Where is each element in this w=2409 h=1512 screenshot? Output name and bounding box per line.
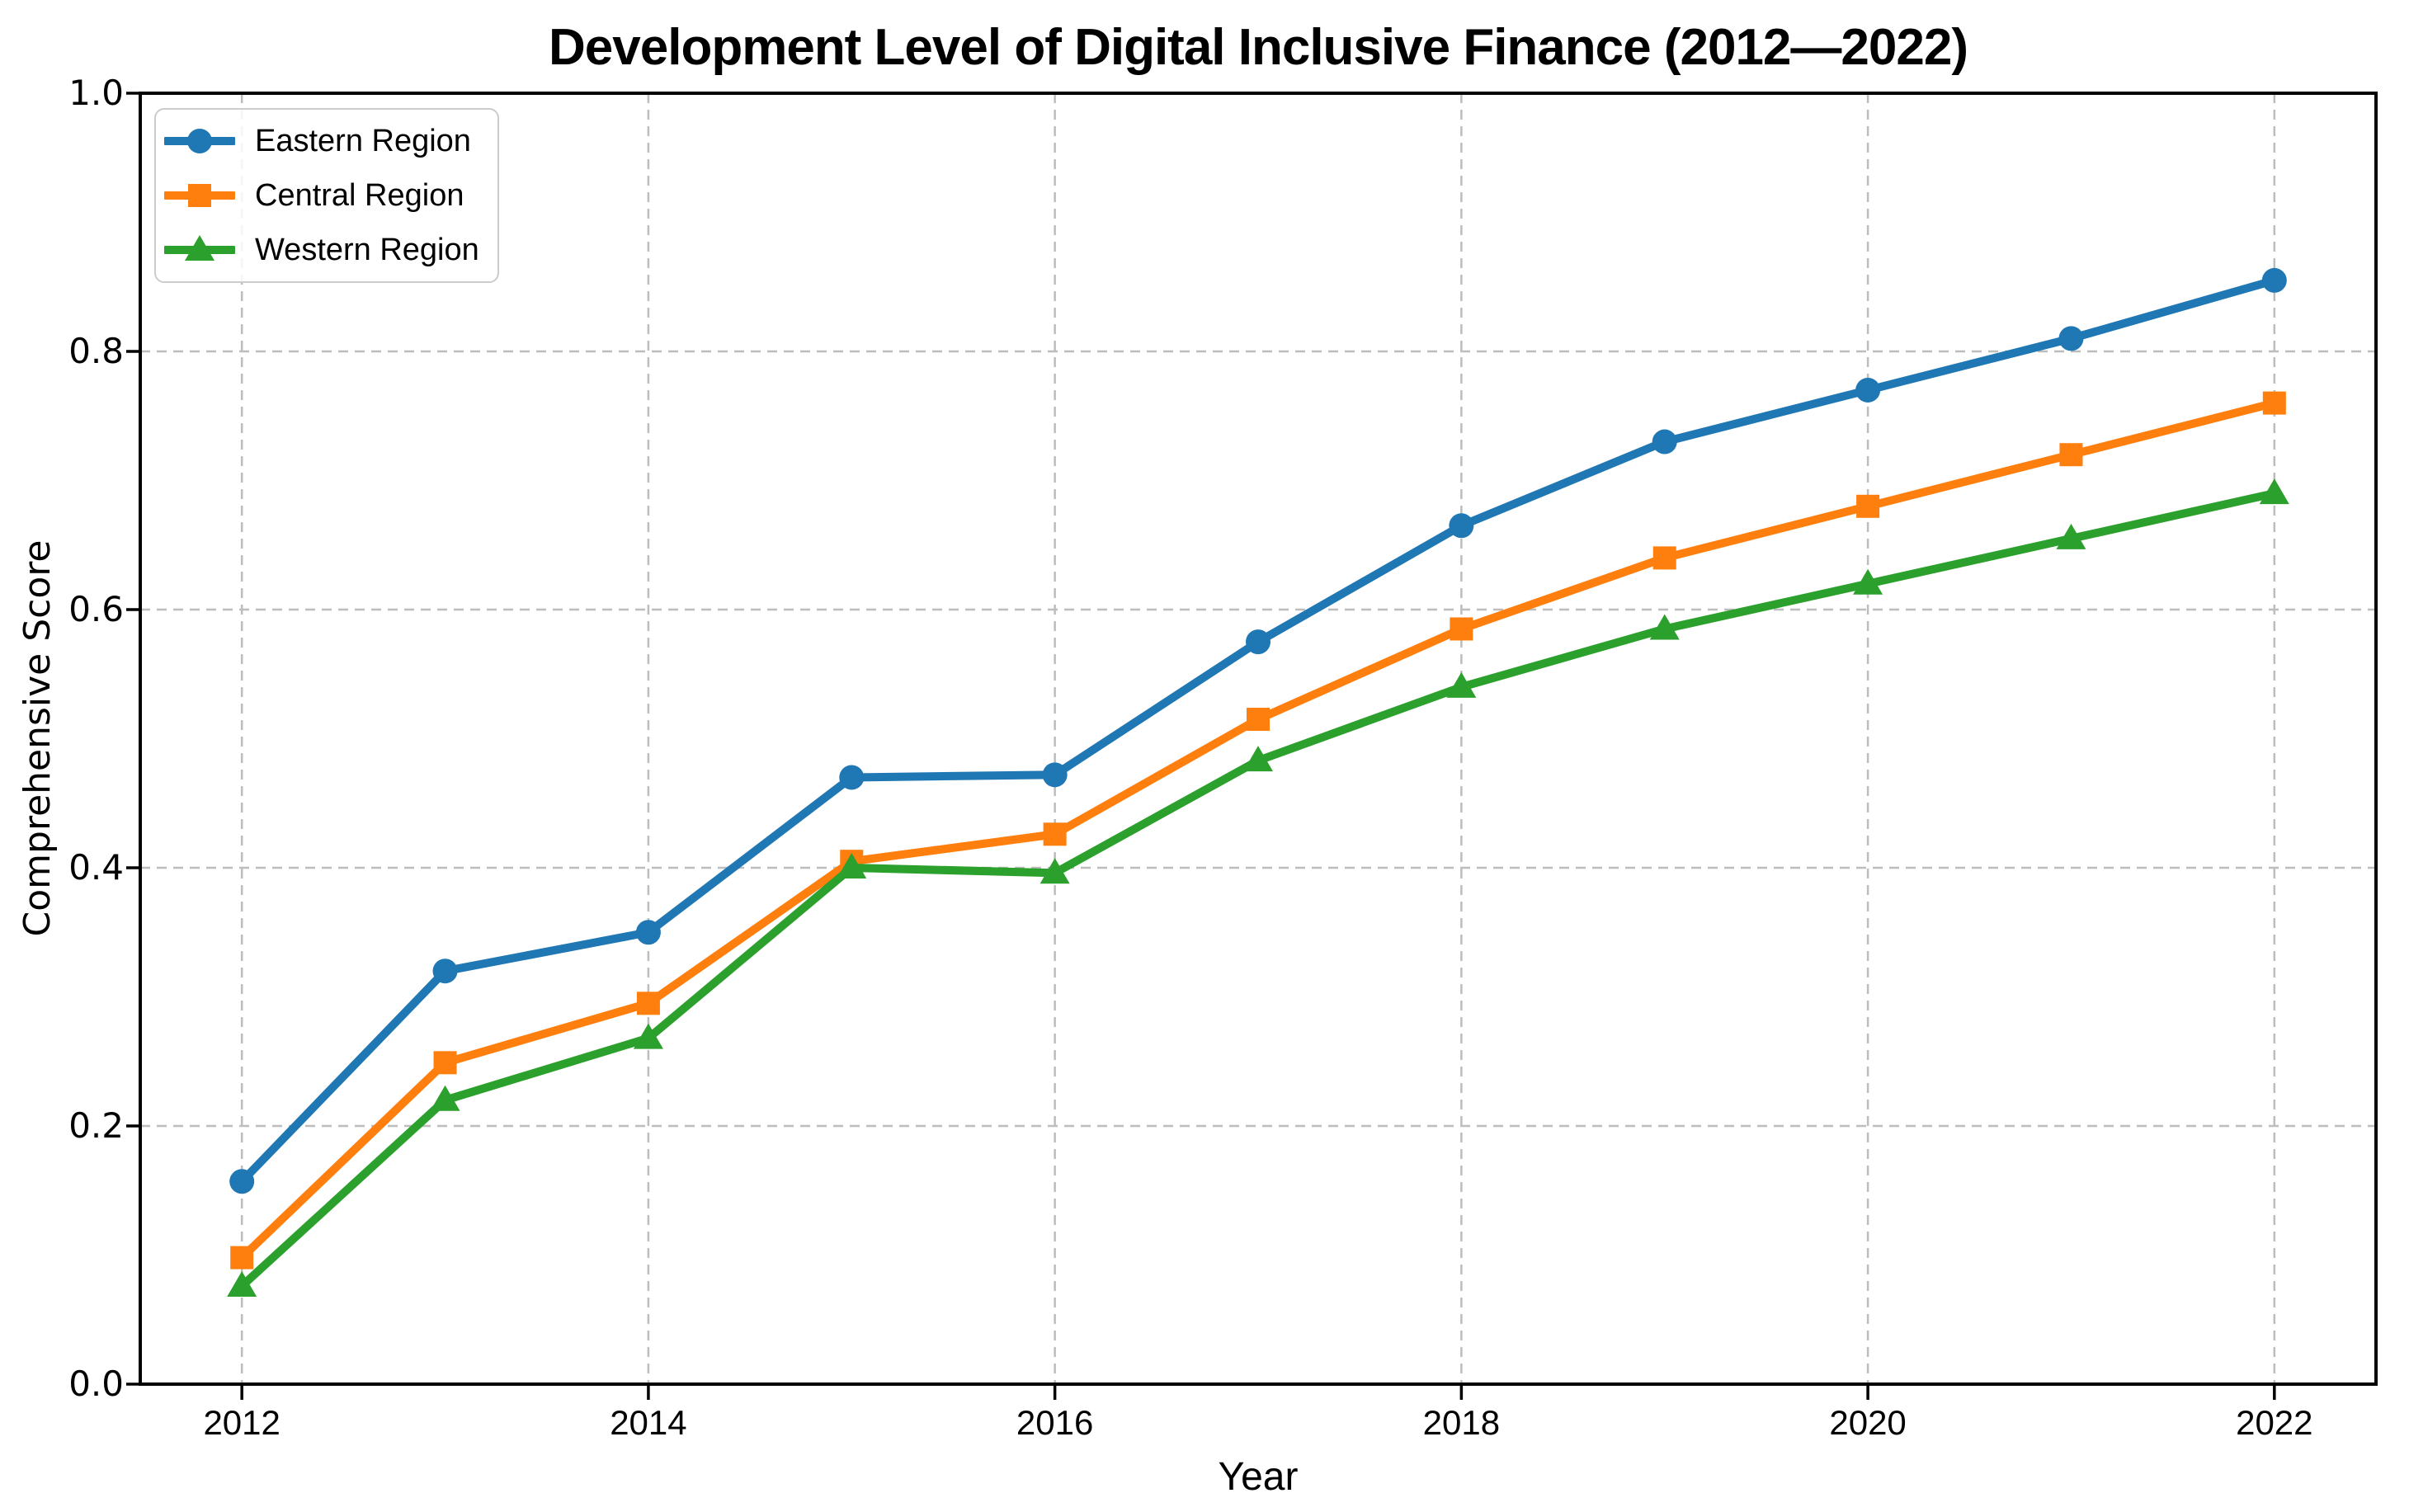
- legend-label: Eastern Region: [255, 123, 471, 158]
- data-point-circle: [2058, 326, 2084, 351]
- chart-title: Development Level of Digital Inclusive F…: [549, 19, 1968, 76]
- x-tick-label: 2014: [610, 1403, 687, 1442]
- y-tick-label: 0.2: [68, 1105, 124, 1146]
- legend-entry: Eastern Region: [164, 114, 479, 168]
- data-point-triangle: [185, 235, 214, 261]
- data-point-triangle: [2056, 523, 2086, 549]
- series-eastern-region: [229, 267, 2287, 1194]
- data-point-triangle: [1446, 671, 1477, 698]
- y-tick-label: 0.4: [68, 847, 124, 888]
- y-tick-label: 0.6: [68, 589, 124, 629]
- x-tick-label: 2016: [1016, 1403, 1094, 1442]
- data-point-square: [636, 992, 660, 1015]
- gridlines: [140, 92, 2376, 1386]
- y-tick-label: 0.8: [68, 331, 124, 371]
- legend-sample-triangle-icon: [164, 235, 235, 261]
- data-point-circle: [2261, 267, 2287, 293]
- x-tick-label: 2012: [203, 1403, 280, 1442]
- series-line: [238, 489, 2279, 1291]
- data-point-triangle: [430, 1085, 460, 1111]
- data-point-triangle: [1243, 746, 1273, 772]
- x-tick-label: 2018: [1422, 1403, 1501, 1442]
- legend: Eastern Region Central Region Western Regi…: [154, 108, 499, 283]
- x-tick-label: 2020: [1829, 1403, 1907, 1442]
- data-point-circle: [432, 959, 458, 984]
- data-point-triangle: [227, 1271, 257, 1298]
- legend-sample-circle-icon: [164, 129, 235, 153]
- x-tick-label: 2022: [2236, 1403, 2313, 1442]
- data-point-triangle: [1853, 568, 1883, 595]
- data-point-triangle: [633, 1023, 663, 1049]
- data-point-square: [1450, 617, 1473, 641]
- legend-entry: Central Region: [164, 168, 479, 223]
- data-point-circle: [635, 920, 661, 945]
- data-point-triangle: [1649, 614, 1680, 640]
- series-line: [238, 276, 2279, 1186]
- legend-label: Western Region: [255, 232, 479, 267]
- data-point-square: [188, 184, 211, 207]
- data-point-square: [230, 1246, 254, 1269]
- data-point-square: [1043, 822, 1067, 846]
- data-point-circle: [187, 129, 212, 153]
- data-point-triangle: [1040, 858, 1070, 884]
- y-tick-label: 0.0: [68, 1364, 124, 1404]
- data-point-circle: [229, 1169, 255, 1194]
- series-central-region: [230, 391, 2286, 1269]
- series-line: [238, 398, 2279, 1262]
- legend-label: Central Region: [255, 177, 464, 213]
- y-axis-label: Comprehensive Score: [16, 539, 59, 937]
- axes-spines: [139, 92, 2378, 1386]
- data-point-circle: [1246, 629, 1270, 655]
- data-point-triangle: [2259, 478, 2289, 505]
- data-point-circle: [839, 765, 865, 790]
- data-point-square: [1247, 708, 1270, 732]
- x-axis-label: Year: [1218, 1455, 1299, 1499]
- axis-ticks: [126, 92, 2276, 1400]
- data-point-circle: [1855, 377, 1881, 403]
- legend-entry: Western Region: [164, 223, 479, 277]
- legend-sample-square-icon: [164, 184, 235, 207]
- data-point-triangle: [837, 853, 867, 878]
- data-point-square: [433, 1051, 457, 1075]
- data-point-square: [2059, 443, 2083, 467]
- data-point-square: [1652, 546, 1676, 570]
- data-point-circle: [1042, 762, 1068, 788]
- data-point-square: [2262, 391, 2286, 415]
- data-point-square: [1856, 494, 1880, 518]
- data-point-circle: [1652, 429, 1677, 455]
- series-western-region: [227, 478, 2289, 1298]
- data-point-circle: [1449, 513, 1474, 539]
- y-tick-label: 1.0: [68, 73, 124, 113]
